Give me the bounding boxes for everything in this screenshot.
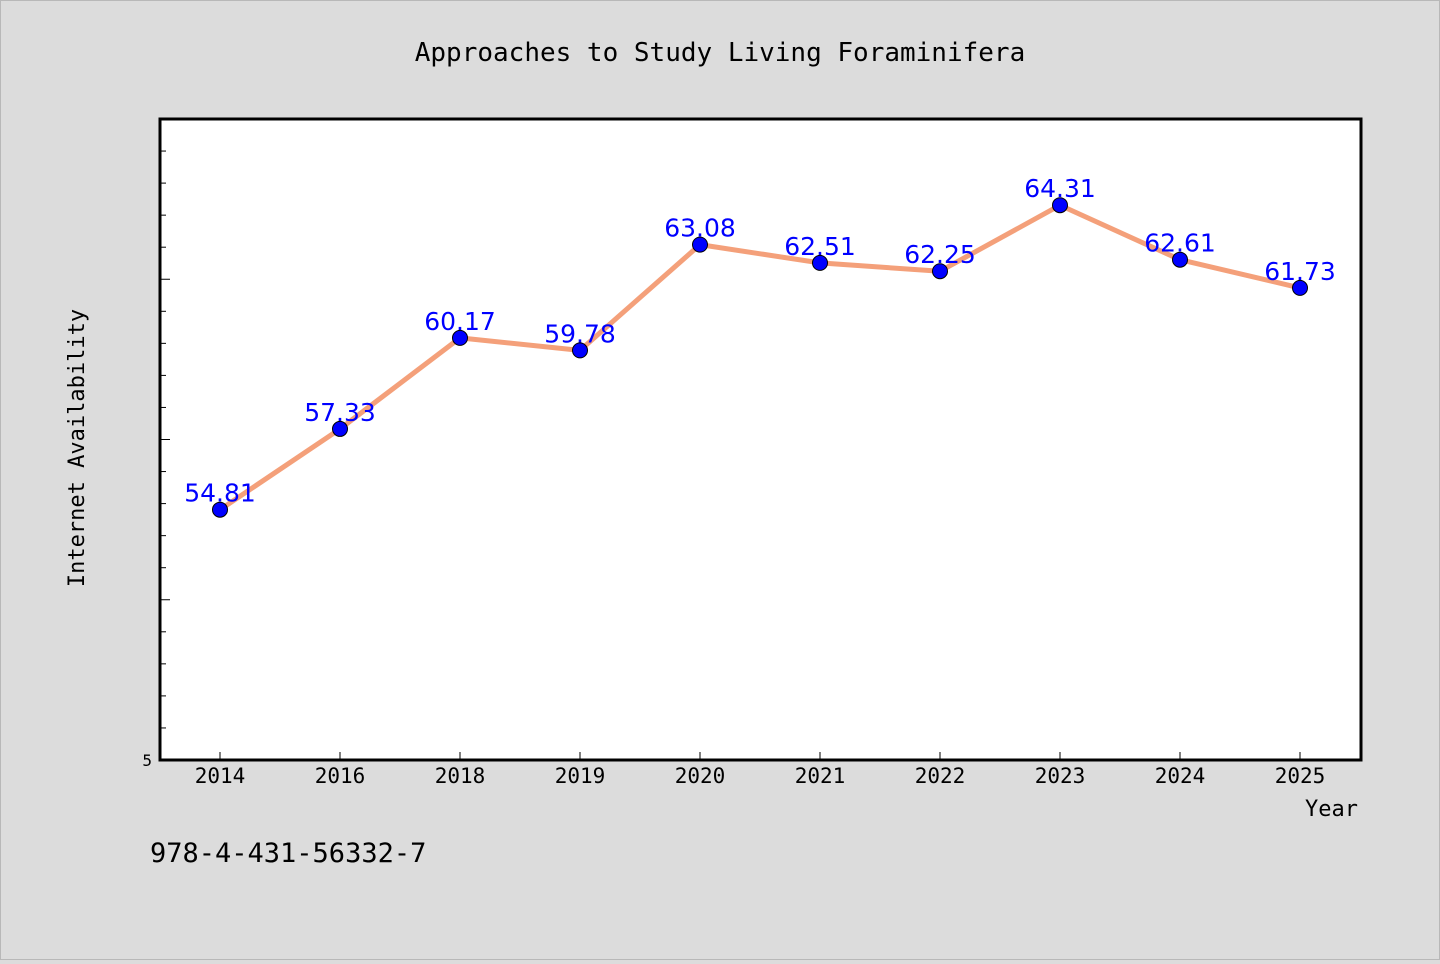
data-point xyxy=(1292,279,1308,296)
plot-area xyxy=(158,117,1363,762)
x-tick-label: 2024 xyxy=(1155,764,1206,788)
chart-title: Approaches to Study Living Foraminifera xyxy=(415,38,1025,68)
x-tick-label: 2019 xyxy=(555,764,606,788)
y-axis-label: Internet Availability xyxy=(65,309,90,587)
x-tick-label: 2016 xyxy=(315,764,366,788)
x-axis-label: Year xyxy=(1305,797,1358,822)
data-point xyxy=(452,329,468,346)
y-tick-label: 5 xyxy=(142,751,152,770)
x-axis-ticks xyxy=(219,752,1301,760)
x-tick-label: 2021 xyxy=(795,764,846,788)
data-point xyxy=(1052,197,1068,214)
series-line xyxy=(217,202,1303,513)
x-axis-tick-labels: 2014 2016 2018 2019 2020 2021 2022 2023 2024 2025 xyxy=(195,764,1326,788)
data-point xyxy=(332,420,348,437)
x-tick-label: 2023 xyxy=(1035,764,1086,788)
data-point xyxy=(932,263,948,280)
x-tick-label: 2014 xyxy=(195,764,246,788)
x-tick-label: 2025 xyxy=(1275,764,1326,788)
x-tick-label: 2020 xyxy=(675,764,726,788)
x-tick-label: 2018 xyxy=(435,764,486,788)
data-point xyxy=(572,342,588,359)
data-point xyxy=(692,236,708,253)
footer-isbn: 978-4-431-56332-7 xyxy=(150,838,426,869)
markers xyxy=(212,197,1308,518)
series xyxy=(217,202,1303,513)
x-tick-label: 2022 xyxy=(915,764,966,788)
data-point xyxy=(812,254,828,271)
y-axis-ticks xyxy=(160,118,170,761)
y-axis-tick-labels: 5 xyxy=(142,751,152,770)
data-point xyxy=(1172,251,1188,268)
data-point xyxy=(212,501,228,518)
